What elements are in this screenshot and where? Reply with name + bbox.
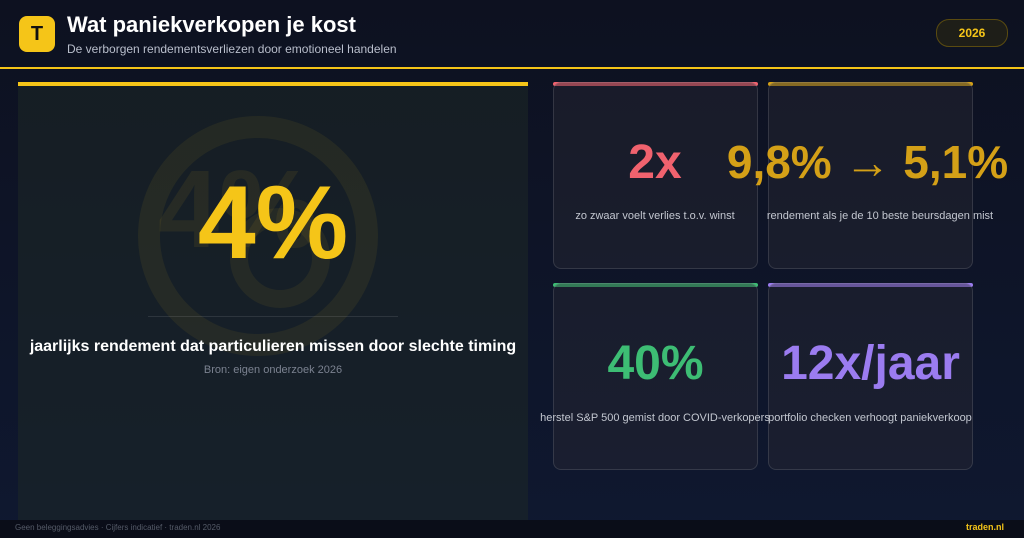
card-label: zo zwaar voelt verlies t.o.v. winst: [575, 210, 735, 222]
card: [553, 283, 758, 470]
card-stat: 40%: [607, 337, 704, 390]
card-stat: 2x: [628, 136, 682, 189]
hero-source: Bron: eigen onderzoek 2026: [203, 364, 343, 376]
card-stat: 12x/jaar: [781, 337, 960, 390]
card-label: rendement als je de 10 beste beursdagen …: [766, 210, 994, 222]
watermark: 4%: [158, 148, 317, 271]
card-bar: [553, 82, 758, 86]
card-bar: [553, 283, 758, 287]
footer: [0, 520, 1024, 538]
card-label: portfolio checken verhoogt paniekverkoop: [768, 412, 972, 424]
subtitle: De verborgen rendementsverliezen door em…: [67, 42, 397, 56]
card: [768, 82, 973, 269]
card: [553, 82, 758, 269]
year-badge: 2026: [936, 19, 1008, 47]
logo: T: [19, 16, 55, 52]
hero-label: jaarlijks rendement dat particulieren mi…: [29, 338, 517, 355]
header-line: [0, 67, 1024, 69]
footer-disclaimer: Geen beleggingsadvies · Cijfers indicati…: [15, 523, 221, 532]
card-stat: 9,8% → 5,1%: [726, 136, 1009, 188]
card-bar: [768, 82, 973, 86]
card-label: herstel S&P 500 gemist door COVID-verkop…: [540, 412, 770, 424]
title: Wat paniekverkopen je kost: [67, 12, 356, 37]
card-bar: [768, 283, 973, 287]
hero-panel: 4% 4% jaarlijks rendement dat particulie…: [18, 82, 528, 520]
hero-stat: 4%: [197, 165, 349, 281]
card: [768, 283, 973, 470]
separator: [148, 316, 398, 317]
footer-brand: traden.nl: [966, 522, 1005, 532]
